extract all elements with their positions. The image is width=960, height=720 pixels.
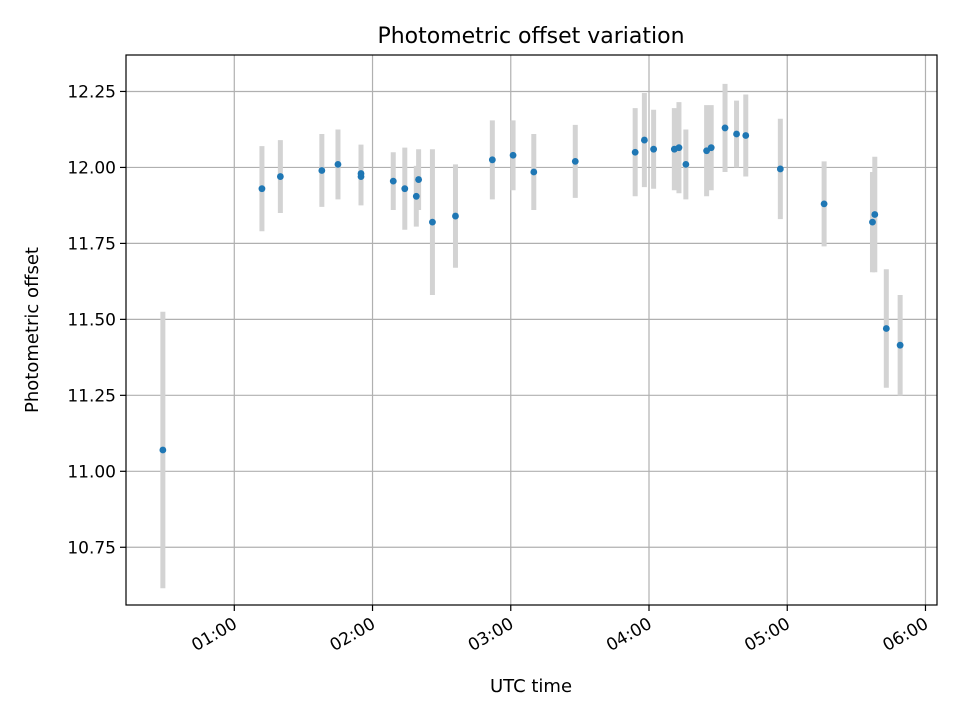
data-point (334, 160, 342, 168)
y-tick-label: 12.25 (67, 82, 116, 102)
data-point (357, 170, 365, 177)
y-tick-label: 11.00 (67, 462, 116, 482)
data-point (631, 148, 639, 156)
data-point (258, 185, 266, 193)
data-point (318, 167, 326, 174)
data-point (571, 157, 579, 165)
data-point (776, 165, 784, 173)
data-point (530, 168, 538, 176)
chart-title: Photometric offset variation (377, 24, 684, 49)
data-point (401, 185, 409, 193)
data-point (159, 446, 167, 454)
y-tick-label: 11.25 (67, 386, 116, 406)
data-point (721, 124, 729, 132)
data-point (452, 212, 459, 220)
data-point (509, 151, 517, 159)
data-point (707, 144, 715, 152)
x-axis-label: UTC time (490, 676, 572, 697)
data-point (429, 218, 436, 226)
y-tick-label: 11.50 (67, 310, 116, 330)
data-point (871, 211, 879, 218)
data-point (742, 132, 750, 139)
data-point (869, 218, 876, 226)
data-point (276, 173, 284, 180)
data-point (415, 176, 423, 183)
data-point (640, 136, 648, 144)
data-point (412, 192, 420, 200)
y-tick-label: 11.75 (67, 234, 116, 254)
data-point (896, 341, 904, 349)
data-point (650, 145, 658, 153)
data-point (675, 144, 683, 152)
data-point (820, 200, 828, 208)
point-layer (159, 124, 904, 454)
data-point (389, 177, 397, 185)
y-tick-label: 12.00 (67, 158, 116, 178)
y-axis-ticks: 10.75 11.00 11.25 11.50 11.75 12.00 12.25 (67, 82, 126, 558)
y-axis-label: Photometric offset (22, 247, 43, 413)
plot-frame (125, 54, 938, 606)
data-point (882, 325, 890, 332)
data-point (488, 156, 496, 164)
data-point (733, 130, 740, 138)
y-tick-label: 10.75 (67, 538, 116, 558)
data-point (682, 160, 690, 168)
